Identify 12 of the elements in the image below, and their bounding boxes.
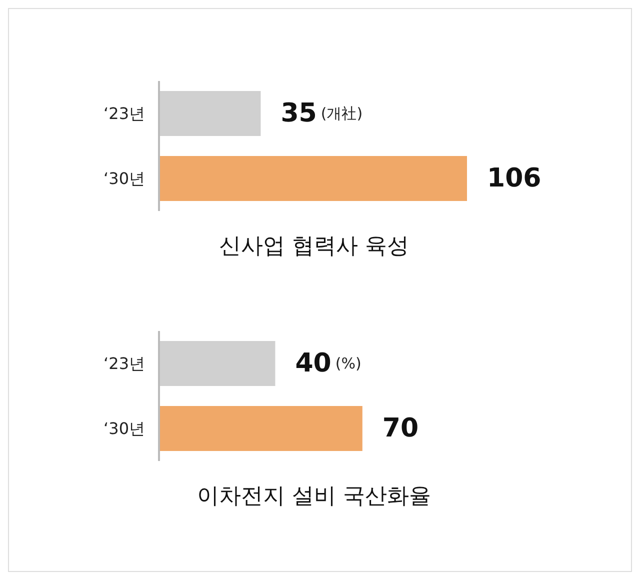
y-tick-label: ‘30년 <box>104 169 145 188</box>
y-tick-label: ‘30년 <box>104 419 145 438</box>
data-label: 70 <box>382 414 419 444</box>
data-label: 106 <box>487 164 542 194</box>
data-label: 40 <box>295 348 332 378</box>
data-label: 35 <box>280 98 317 128</box>
annotation: (%) <box>335 354 362 372</box>
text: 신사업 협력사 육성 <box>218 233 410 261</box>
y-tick-label: ‘23년 <box>104 354 145 374</box>
y-tick-label: ‘23년 <box>104 104 145 124</box>
annotation: (개社) <box>320 104 363 122</box>
text: 이차전지 설비 국산화율 <box>196 483 432 511</box>
